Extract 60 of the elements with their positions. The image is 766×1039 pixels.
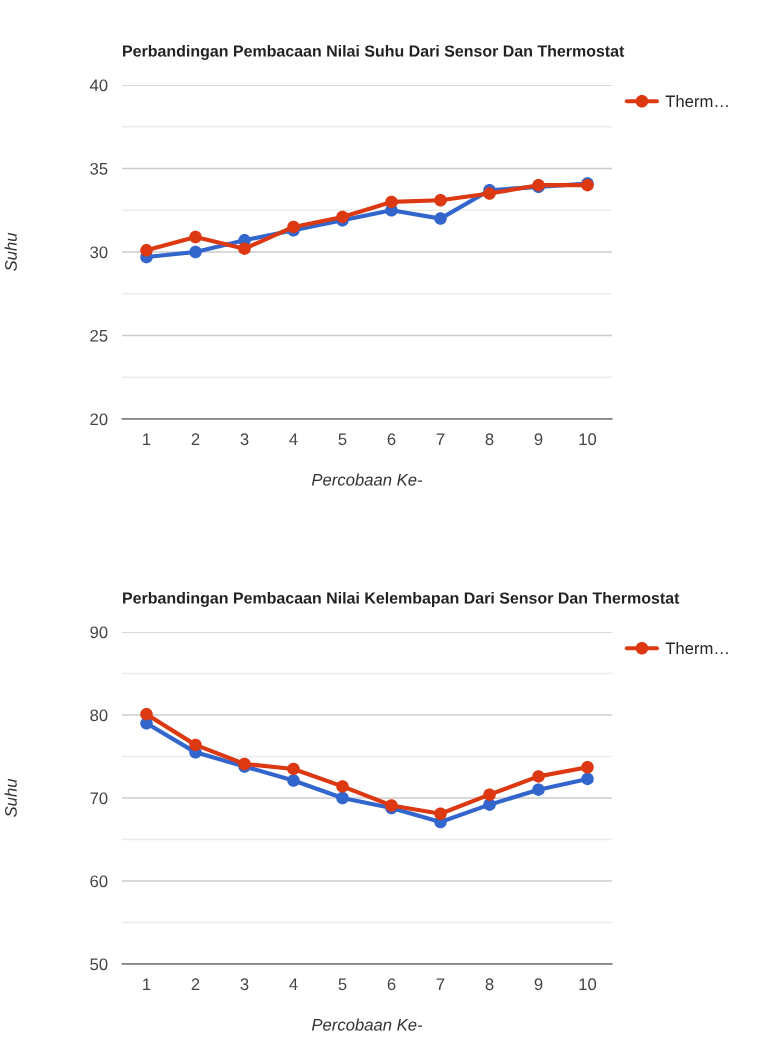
x-tick-label: 3 — [240, 978, 249, 991]
x-axis-title: Percobaan Ke- — [311, 473, 423, 486]
point — [189, 245, 202, 259]
x-tick-label: 9 — [534, 433, 543, 446]
point — [287, 220, 300, 234]
legend-label: Therm… — [665, 642, 728, 655]
x-tick-label: 1 — [143, 433, 151, 445]
point — [434, 212, 447, 225]
x-tick-label: 3 — [240, 433, 249, 446]
x-tick-label: 10 — [579, 978, 597, 991]
point — [336, 780, 349, 793]
y-tick-label: 60 — [90, 875, 108, 888]
point — [238, 242, 251, 255]
y-tick-label: 70 — [90, 792, 108, 805]
x-tick-label: 4 — [289, 433, 298, 445]
y-tick-label: 40 — [89, 79, 108, 92]
point — [532, 783, 545, 796]
x-tick-label: 8 — [485, 978, 494, 991]
x-tick-label: 5 — [338, 978, 347, 991]
point — [189, 230, 202, 244]
legend-label: Therm… — [665, 95, 728, 108]
chart-title: Perbandingan Pembacaan Nilai Suhu Dari Sensor Dan Thermostat — [123, 45, 625, 60]
x-tick-label: 2 — [191, 433, 200, 445]
point — [581, 772, 594, 786]
point — [483, 187, 496, 200]
y-tick-label: 35 — [90, 162, 108, 175]
x-axis-title: Percobaan Ke- — [311, 1018, 423, 1031]
point — [336, 791, 349, 805]
point — [287, 762, 300, 776]
x-tick-label: 7 — [436, 433, 445, 445]
point — [336, 210, 349, 224]
y-tick-label: 50 — [90, 958, 108, 971]
y-tick-label: 25 — [90, 329, 108, 342]
y-tick-label: 90 — [90, 626, 108, 639]
y-tick-label: 20 — [90, 413, 108, 426]
x-tick-label: 9 — [534, 978, 543, 991]
chart-title: Perbandingan Pembacaan Nilai Kelembapan Dari Sensor Dan Thermostat — [123, 592, 680, 607]
x-tick-label: 10 — [579, 433, 597, 446]
x-tick-label: 7 — [436, 978, 445, 990]
point — [140, 707, 153, 721]
x-tick-label: 1 — [143, 978, 151, 990]
point — [434, 807, 447, 821]
y-tick-label: 30 — [90, 246, 108, 259]
point — [140, 244, 153, 257]
point — [287, 774, 300, 787]
point — [581, 761, 594, 774]
x-tick-label: 5 — [338, 433, 347, 446]
y-axis-title: Suhu — [4, 778, 17, 817]
x-tick-label: 4 — [289, 978, 298, 990]
point — [532, 770, 545, 783]
point — [385, 195, 398, 209]
x-tick-label: 2 — [191, 978, 200, 990]
x-tick-label: 6 — [387, 978, 396, 991]
x-tick-label: 6 — [387, 433, 396, 446]
point — [434, 193, 447, 207]
point — [483, 788, 496, 801]
y-tick-label: 80 — [90, 709, 108, 722]
y-axis-title: Suhu — [4, 232, 17, 271]
point — [189, 738, 202, 752]
x-tick-label: 8 — [485, 433, 494, 446]
